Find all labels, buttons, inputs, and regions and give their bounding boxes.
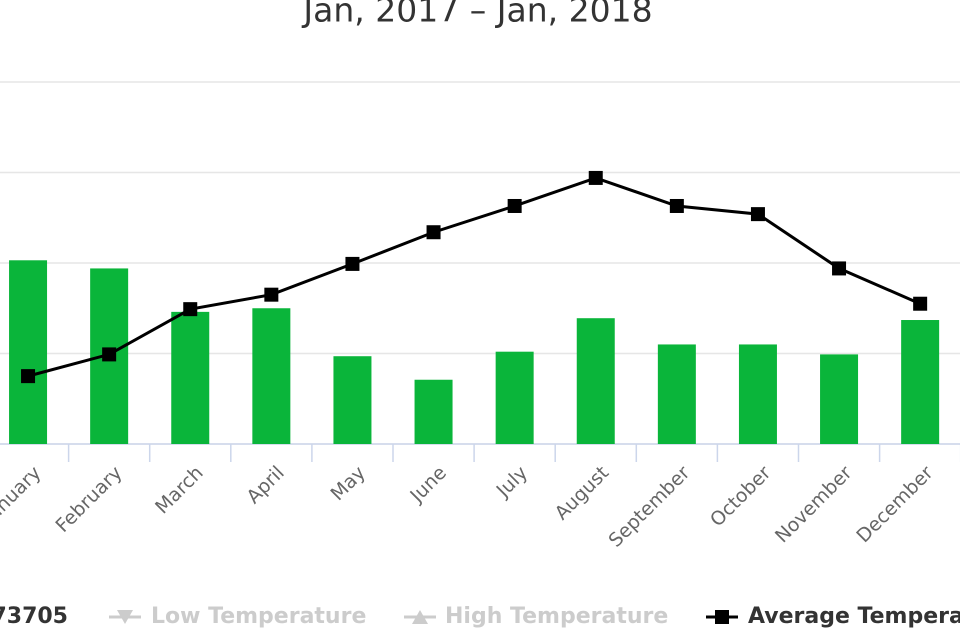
bar	[495, 351, 534, 444]
marker	[426, 225, 441, 240]
legend-label[interactable]: High Temperature	[445, 604, 668, 629]
marker	[913, 296, 928, 311]
x-tick-label: October	[706, 462, 775, 531]
bar	[657, 344, 696, 444]
x-tick-label: January	[0, 462, 45, 529]
legend-marker	[715, 610, 729, 624]
legend-marker	[412, 610, 428, 624]
bar	[9, 260, 48, 444]
x-tick-label: April	[243, 462, 289, 508]
legend-marker	[117, 610, 133, 624]
marker	[183, 302, 198, 317]
x-tick-label: June	[405, 462, 451, 508]
x-tick-label: August	[551, 462, 614, 525]
x-tick-label: September	[604, 462, 694, 552]
bar	[414, 379, 453, 444]
x-tick-label: December	[852, 462, 937, 547]
bar	[252, 308, 291, 444]
bar	[820, 354, 859, 444]
chart-title: Jan, 2017 – Jan, 2018	[301, 0, 652, 30]
marker	[21, 369, 36, 384]
legend-label[interactable]: 73705	[0, 604, 68, 629]
bar	[738, 344, 777, 444]
bar	[901, 320, 940, 444]
marker	[832, 261, 847, 276]
x-tick-label: May	[327, 462, 370, 505]
marker	[588, 170, 603, 185]
legend-label[interactable]: Low Temperature	[151, 604, 366, 629]
marker	[345, 256, 360, 271]
marker	[264, 287, 279, 302]
x-tick-label: November	[771, 462, 857, 548]
x-tick-label: March	[151, 462, 208, 519]
marker	[750, 207, 765, 222]
x-tick-label: July	[492, 462, 532, 502]
marker	[102, 347, 117, 362]
line	[27, 176, 921, 378]
bar	[333, 356, 372, 444]
marker	[669, 198, 684, 213]
marker	[507, 198, 522, 213]
bar	[171, 311, 210, 444]
x-tick-label: February	[51, 462, 126, 537]
bar	[576, 318, 615, 444]
legend-label[interactable]: Average Temperature	[748, 604, 960, 629]
